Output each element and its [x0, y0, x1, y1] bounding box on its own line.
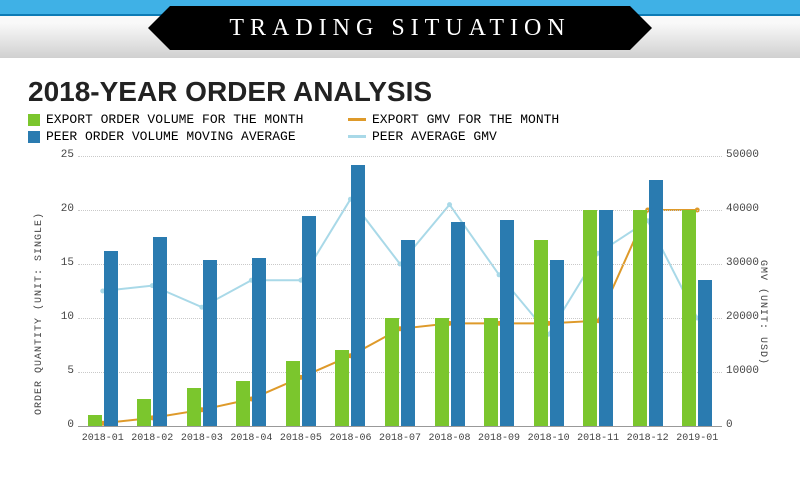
bar-export-volume	[137, 399, 151, 426]
legend-item-export-volume: EXPORT ORDER VOLUME FOR THE MONTH	[28, 112, 348, 127]
bar-peer-volume	[401, 240, 415, 426]
y-tick-right: 40000	[726, 203, 762, 215]
bar-peer-volume	[203, 260, 217, 426]
bar-peer-volume	[550, 260, 564, 426]
bar-peer-volume	[104, 251, 118, 426]
page-title: 2018-YEAR ORDER ANALYSIS	[28, 76, 772, 108]
bar-export-volume	[335, 350, 349, 426]
x-tick: 2018-05	[276, 433, 326, 444]
x-tick: 2018-04	[226, 433, 276, 444]
bar-export-volume	[633, 210, 647, 426]
banner-title: TRADING SITUATION	[229, 15, 570, 41]
legend-swatch	[348, 135, 366, 138]
bar-peer-volume	[351, 165, 365, 426]
y-tick-left: 10	[50, 311, 74, 323]
bar-export-volume	[236, 381, 250, 426]
legend-label: PEER ORDER VOLUME MOVING AVERAGE	[46, 129, 296, 144]
legend-swatch	[28, 131, 40, 143]
bar-peer-volume	[153, 237, 167, 426]
legend-swatch	[28, 114, 40, 126]
line-overlay	[78, 156, 722, 426]
chart: ORDER QUANTITY (UNIT: SINGLE) GMV (UNIT:…	[28, 150, 772, 470]
legend-label: EXPORT GMV FOR THE MONTH	[372, 112, 559, 127]
bar-export-volume	[534, 240, 548, 426]
x-tick: 2018-02	[127, 433, 177, 444]
bar-export-volume	[583, 210, 597, 426]
legend-label: EXPORT ORDER VOLUME FOR THE MONTH	[46, 112, 303, 127]
x-tick: 2018-03	[177, 433, 227, 444]
legend-label: PEER AVERAGE GMV	[372, 129, 497, 144]
y-axis-left-label: ORDER QUANTITY (UNIT: SINGLE)	[34, 212, 45, 415]
bar-export-volume	[286, 361, 300, 426]
x-tick: 2019-01	[672, 433, 722, 444]
x-tick: 2018-06	[325, 433, 375, 444]
banner: TRADING SITUATION	[0, 0, 800, 58]
y-tick-right: 0	[726, 419, 762, 431]
y-tick-left: 25	[50, 149, 74, 161]
y-tick-right: 20000	[726, 311, 762, 323]
y-tick-left: 20	[50, 203, 74, 215]
grid-line	[78, 264, 722, 265]
legend-item-export-gmv: EXPORT GMV FOR THE MONTH	[348, 112, 668, 127]
x-tick: 2018-12	[623, 433, 673, 444]
content: 2018-YEAR ORDER ANALYSIS EXPORT ORDER VO…	[0, 58, 800, 470]
x-tick: 2018-07	[375, 433, 425, 444]
bar-export-volume	[187, 388, 201, 426]
legend-item-peer-volume: PEER ORDER VOLUME MOVING AVERAGE	[28, 129, 348, 144]
y-tick-left: 0	[50, 419, 74, 431]
bar-peer-volume	[451, 222, 465, 426]
bar-export-volume	[435, 318, 449, 426]
bar-peer-volume	[649, 180, 663, 426]
bar-export-volume	[682, 210, 696, 426]
banner-ribbon: TRADING SITUATION	[170, 6, 630, 50]
grid-line	[78, 156, 722, 157]
legend-swatch	[348, 118, 366, 121]
grid-line	[78, 318, 722, 319]
legend-item-peer-gmv: PEER AVERAGE GMV	[348, 129, 668, 144]
x-tick: 2018-01	[78, 433, 128, 444]
x-tick: 2018-11	[573, 433, 623, 444]
x-tick: 2018-10	[524, 433, 574, 444]
x-tick: 2018-08	[425, 433, 475, 444]
y-tick-right: 50000	[726, 149, 762, 161]
bar-export-volume	[88, 415, 102, 426]
bar-peer-volume	[302, 216, 316, 426]
grid-line	[78, 210, 722, 211]
y-tick-left: 15	[50, 257, 74, 269]
bar-peer-volume	[252, 258, 266, 426]
y-tick-left: 5	[50, 365, 74, 377]
plot-area: 0510152025010000200003000040000500002018…	[78, 156, 722, 427]
bar-peer-volume	[698, 280, 712, 426]
y-tick-right: 30000	[726, 257, 762, 269]
bar-export-volume	[484, 318, 498, 426]
legend: EXPORT ORDER VOLUME FOR THE MONTH EXPORT…	[28, 112, 772, 144]
bar-export-volume	[385, 318, 399, 426]
bar-peer-volume	[500, 220, 514, 426]
marker-peer-gmv	[447, 202, 452, 207]
y-tick-right: 10000	[726, 365, 762, 377]
bar-peer-volume	[599, 210, 613, 426]
x-tick: 2018-09	[474, 433, 524, 444]
grid-line	[78, 372, 722, 373]
